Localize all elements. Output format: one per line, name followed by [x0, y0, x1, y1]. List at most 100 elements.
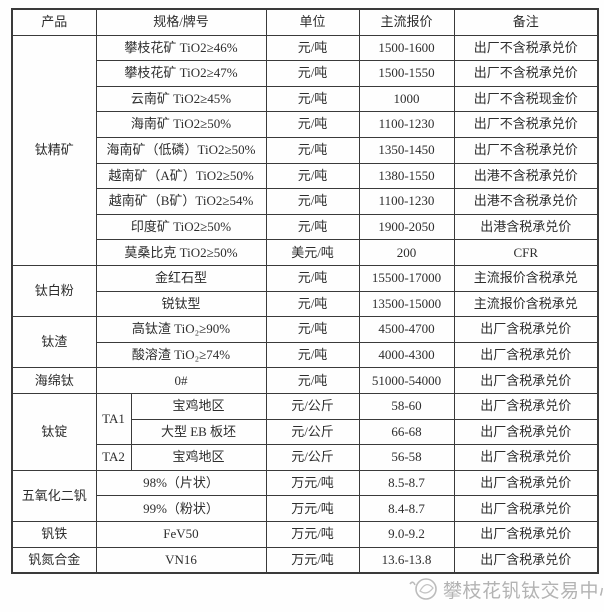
unit-cell: 元/吨	[265, 188, 360, 215]
col-header-unit: 单位	[265, 8, 360, 36]
note-cell: 出港含税承兑价	[453, 213, 599, 241]
unit-cell: 万元/吨	[265, 469, 360, 497]
note-cell: 出厂含税承兑价	[453, 367, 599, 395]
note-cell: 出厂含税承兑价	[453, 546, 599, 574]
note-cell: 出厂含税承兑价	[453, 316, 599, 343]
spec-cell: 金红石型	[95, 264, 267, 292]
grade-cell: TA1	[95, 393, 132, 446]
spec-cell: 99%（粉状）	[95, 495, 267, 523]
product-cell: 钒铁	[11, 521, 97, 548]
unit-cell: 元/公斤	[265, 418, 360, 446]
unit-cell: 美元/吨	[265, 239, 360, 266]
table-body: 钛精矿 攀枝花矿 TiO2≥46% 元/吨 1500-1600 出厂不含税承兑价 攀枝花矿…	[11, 34, 599, 574]
table-row: 钒铁 FeV50 万元/吨 9.0-9.2 出厂含税承兑价	[11, 521, 599, 548]
note-cell: 出港不含税承兑价	[453, 188, 599, 215]
table-row: 越南矿（B矿）TiO2≥54% 元/吨 1100-1230 出港不含税承兑价	[12, 188, 599, 215]
note-cell: 出厂含税承兑价	[453, 341, 599, 369]
spec-cell: 酸溶渣 TiO₂≥74%	[95, 341, 267, 369]
header-row: 产品 规格/牌号 单位 主流报价 备注	[11, 8, 599, 36]
table-row: 五氧化二钒 98%（片状） 万元/吨 8.5-8.7 出厂含税承兑价	[11, 469, 599, 523]
price-cell: 66-68	[358, 418, 455, 446]
price-cell: 13500-15000	[358, 290, 455, 318]
price-cell: 1500-1550	[358, 60, 455, 87]
price-cell: 58-60	[358, 393, 455, 420]
note-cell: 出厂不含税现金价	[453, 85, 599, 113]
product-cell: 五氧化二钒	[11, 469, 97, 523]
product-cell: 钛锭	[11, 393, 97, 471]
note-cell: 出厂含税承兑价	[453, 418, 599, 446]
note-cell: 出厂含税承兑价	[453, 444, 599, 471]
unit-cell: 万元/吨	[265, 546, 360, 574]
note-cell: 出厂含税承兑价	[453, 521, 599, 548]
table-row: 钛渣 高钛渣 TiO₂≥90% 元/吨 4500-4700 出厂含税承兑价	[11, 316, 599, 369]
table-row: 钛白粉 金红石型 元/吨 15500-17000 主流报价含税承兑	[11, 264, 599, 318]
table-row: 锐钛型 元/吨 13500-15000 主流报价含税承兑	[12, 290, 599, 318]
price-cell: 1350-1450	[358, 136, 455, 164]
col-header-price: 主流报价	[358, 8, 455, 36]
spec-cell: 越南矿（A矿）TiO2≥50%	[95, 162, 267, 190]
product-cell: 钛精矿	[11, 34, 97, 266]
spec-cell: 攀枝花矿 TiO2≥46%	[95, 34, 267, 62]
spec-cell: 高钛渣 TiO₂≥90%	[95, 316, 267, 343]
spec-cell: 宝鸡地区	[130, 393, 267, 420]
price-cell: 4000-4300	[358, 341, 455, 369]
spec-cell: 海南矿 TiO2≥50%	[95, 111, 267, 138]
spec-cell: 印度矿 TiO2≥50%	[95, 213, 267, 241]
spec-cell: 越南矿（B矿）TiO2≥54%	[95, 188, 267, 215]
table-row: 钛锭 TA1 宝鸡地区 元/公斤 58-60 出厂含税承兑价	[11, 393, 599, 471]
table-row: 钛精矿 攀枝花矿 TiO2≥46% 元/吨 1500-1600 出厂不含税承兑价	[11, 34, 599, 266]
table-header: 产品 规格/牌号 单位 主流报价 备注	[11, 8, 599, 36]
grade-cell: TA2	[95, 444, 132, 471]
spec-cell: VN16	[95, 546, 267, 574]
unit-cell: 元/吨	[265, 60, 360, 87]
note-cell: 主流报价含税承兑	[453, 264, 599, 292]
price-cell: 4500-4700	[358, 316, 455, 343]
col-header-note: 备注	[453, 8, 599, 36]
note-cell: 出厂不含税承兑价	[453, 60, 599, 87]
spec-cell: 大型 EB 板坯	[130, 418, 267, 446]
note-cell: 出港不含税承兑价	[453, 162, 599, 190]
spec-cell: 0#	[95, 367, 267, 395]
unit-cell: 元/公斤	[265, 393, 360, 420]
price-cell: 15500-17000	[358, 264, 455, 292]
price-cell: 1100-1230	[358, 111, 455, 138]
note-cell: 出厂含税承兑价	[453, 393, 599, 420]
price-cell: 8.5-8.7	[358, 469, 455, 497]
unit-cell: 元/吨	[265, 264, 360, 292]
spec-cell: 宝鸡地区	[130, 444, 267, 471]
price-cell: 1380-1550	[358, 162, 455, 190]
note-cell: 出厂含税承兑价	[453, 469, 599, 497]
table-row: 大型 EB 板坯 元/公斤 66-68 出厂含税承兑价	[12, 418, 599, 446]
note-cell: 主流报价含税承兑	[453, 290, 599, 318]
table-row: 海绵钛 0# 元/吨 51000-54000 出厂含税承兑价	[11, 367, 599, 395]
col-header-spec: 规格/牌号	[95, 8, 267, 36]
unit-cell: 元/吨	[265, 85, 360, 113]
note-cell: 出厂不含税承兑价	[453, 136, 599, 164]
unit-cell: 元/吨	[265, 34, 360, 62]
note-cell: 出厂含税承兑价	[453, 495, 599, 523]
price-cell: 1900-2050	[358, 213, 455, 241]
product-cell: 钛渣	[11, 316, 97, 369]
unit-cell: 万元/吨	[265, 495, 360, 523]
unit-cell: 元/吨	[265, 367, 360, 395]
exchange-logo-icon	[409, 578, 437, 600]
unit-cell: 万元/吨	[265, 521, 360, 548]
table-row: 莫桑比克 TiO2≥50% 美元/吨 200 CFR	[12, 239, 599, 266]
table-row: 攀枝花矿 TiO2≥47% 元/吨 1500-1550 出厂不含税承兑价	[12, 60, 599, 87]
table-row: 酸溶渣 TiO₂≥74% 元/吨 4000-4300 出厂含税承兑价	[12, 341, 599, 369]
table-row: 海南矿（低磷）TiO2≥50% 元/吨 1350-1450 出厂不含税承兑价	[12, 136, 599, 164]
price-cell: 56-58	[358, 444, 455, 471]
table-row: 99%（粉状） 万元/吨 8.4-8.7 出厂含税承兑价	[12, 495, 599, 523]
price-cell: 1500-1600	[358, 34, 455, 62]
watermark: 攀枝花钒钛交易中心	[408, 573, 604, 605]
table-row: 印度矿 TiO2≥50% 元/吨 1900-2050 出港含税承兑价	[12, 213, 599, 241]
price-cell: 1100-1230	[358, 188, 455, 215]
price-cell: 8.4-8.7	[358, 495, 455, 523]
price-cell: 9.0-9.2	[358, 521, 455, 548]
price-cell: 51000-54000	[358, 367, 455, 395]
unit-cell: 元/吨	[265, 316, 360, 343]
spec-cell: 莫桑比克 TiO2≥50%	[95, 239, 267, 266]
unit-cell: 元/吨	[265, 162, 360, 190]
product-cell: 钛白粉	[11, 264, 97, 318]
